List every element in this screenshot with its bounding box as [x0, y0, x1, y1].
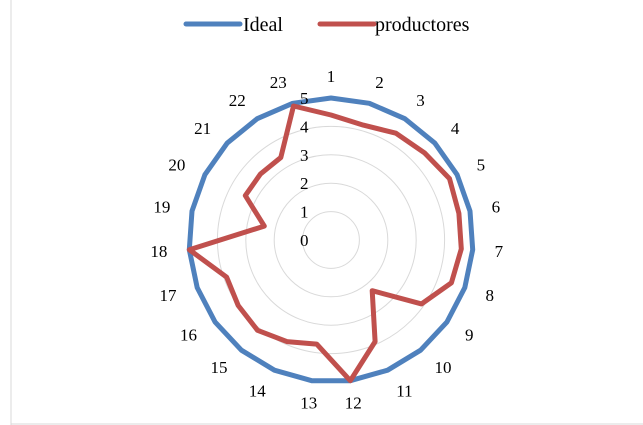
- category-label: 22: [229, 91, 246, 110]
- category-label: 10: [435, 358, 452, 377]
- category-label: 2: [375, 73, 384, 92]
- grid-ring-1: [302, 211, 360, 269]
- legend-label-ideal: Ideal: [243, 14, 283, 36]
- legend: Ideal productores: [183, 14, 470, 36]
- category-label: 20: [168, 156, 185, 175]
- category-label: 1: [327, 67, 336, 86]
- category-label: 18: [150, 242, 167, 261]
- category-label: 14: [249, 381, 267, 400]
- r-tick-label: 1: [300, 203, 309, 222]
- series-ideal-line: [186, 95, 476, 384]
- series-productores-line: [186, 103, 464, 384]
- category-label: 17: [160, 286, 178, 305]
- legend-label-productores: productores: [375, 14, 470, 36]
- category-label: 16: [180, 326, 197, 345]
- category-label: 3: [416, 91, 425, 110]
- grid-ring-3: [245, 154, 417, 326]
- r-tick-label: 2: [300, 174, 309, 193]
- grid-ring-2: [273, 182, 389, 298]
- radial-tick-labels: 0 1 2 3 4 5: [300, 89, 309, 250]
- category-label: 13: [300, 394, 317, 413]
- r-tick-label: 0: [300, 231, 309, 250]
- category-label: 8: [486, 286, 495, 305]
- r-tick-label: 3: [300, 146, 309, 165]
- category-label: 6: [492, 198, 501, 217]
- category-label: 7: [495, 242, 504, 261]
- category-label: 9: [465, 326, 474, 345]
- r-tick-label: 4: [300, 117, 309, 136]
- r-tick-label: 5: [300, 89, 309, 108]
- category-label: 21: [194, 119, 211, 138]
- category-label: 4: [451, 119, 460, 138]
- category-label: 5: [477, 156, 486, 175]
- radar-series: [186, 95, 476, 384]
- category-label: 23: [270, 73, 287, 92]
- category-label: 12: [345, 394, 362, 413]
- category-label: 15: [211, 358, 228, 377]
- category-label: 19: [153, 198, 170, 217]
- category-label: 11: [396, 381, 412, 400]
